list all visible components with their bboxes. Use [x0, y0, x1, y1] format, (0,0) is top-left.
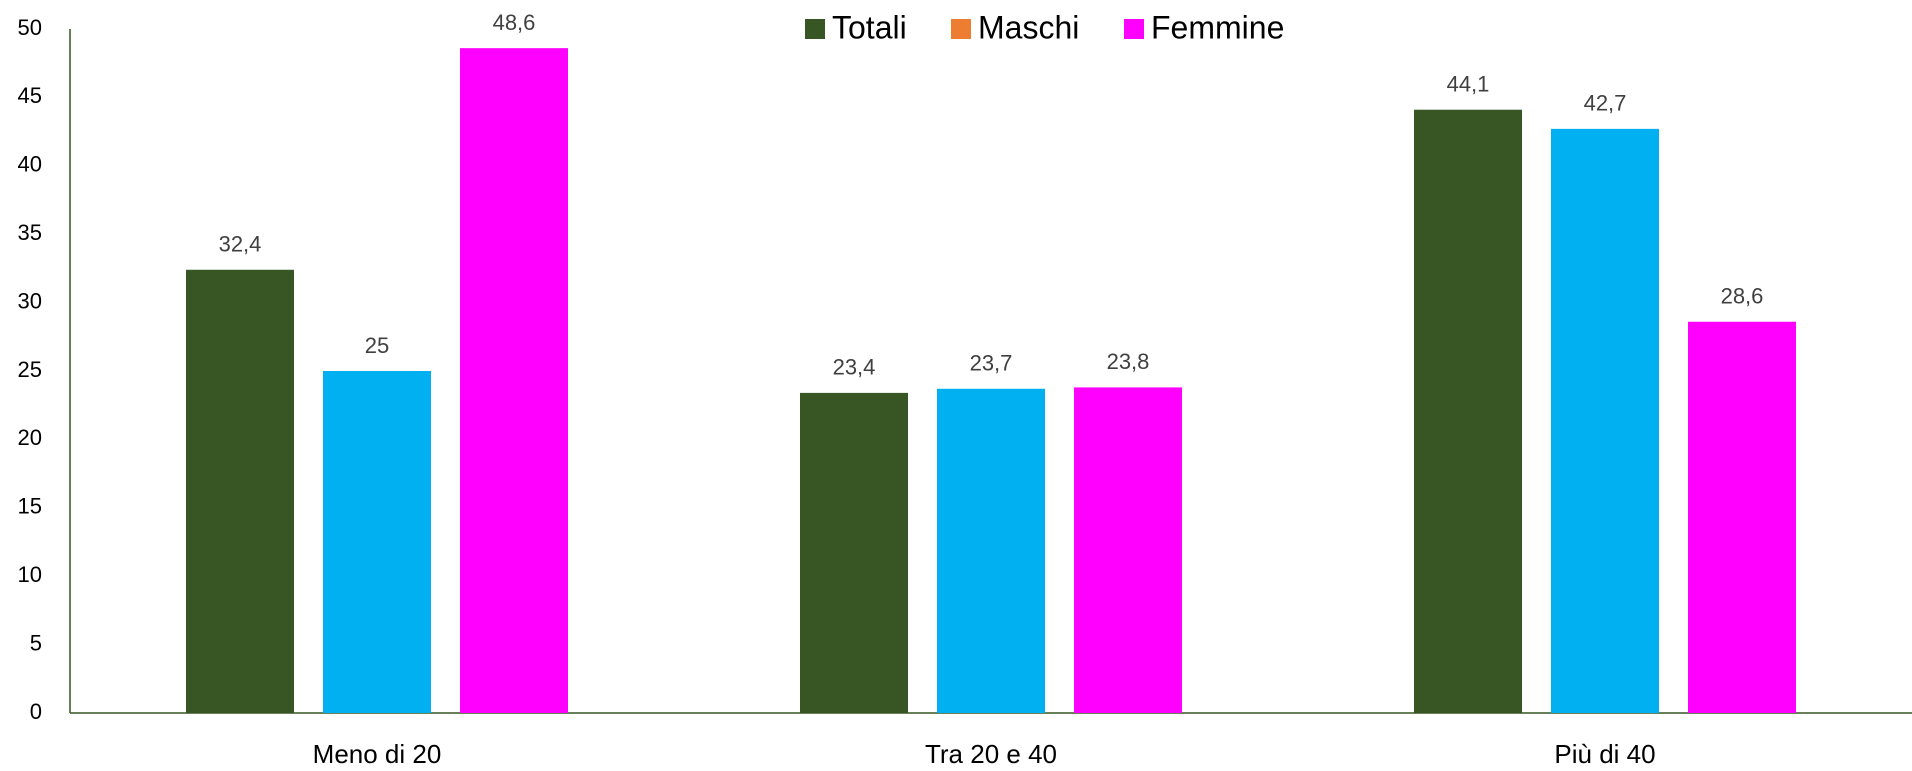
value-label: 25: [365, 333, 389, 358]
legend-swatch: [951, 19, 971, 39]
x-tick-label: Tra 20 e 40: [925, 739, 1057, 769]
y-tick-label: 40: [18, 152, 42, 177]
bar: [1074, 387, 1182, 713]
y-tick-label: 10: [18, 562, 42, 587]
bar: [937, 388, 1045, 713]
legend-swatch: [1124, 19, 1144, 39]
x-tick-label: Più di 40: [1554, 739, 1655, 769]
bar: [323, 371, 431, 713]
y-tick-label: 50: [18, 15, 42, 40]
value-label: 28,6: [1721, 284, 1764, 309]
y-tick-label: 30: [18, 288, 42, 313]
x-tick-label: Meno di 20: [313, 739, 442, 769]
value-label: 48,6: [493, 10, 536, 35]
value-label: 42,7: [1584, 91, 1627, 116]
legend-label: Totali: [832, 9, 907, 45]
y-tick-label: 20: [18, 425, 42, 450]
y-tick-label: 25: [18, 357, 42, 382]
y-tick-label: 0: [30, 699, 42, 724]
bar: [800, 392, 908, 713]
legend-swatch: [805, 19, 825, 39]
value-label: 32,4: [219, 232, 262, 257]
legend-label: Femmine: [1151, 9, 1284, 45]
y-tick-label: 5: [30, 630, 42, 655]
y-tick-label: 35: [18, 220, 42, 245]
value-label: 23,4: [833, 355, 876, 380]
value-label: 23,8: [1107, 349, 1150, 374]
bar: [1551, 128, 1659, 713]
y-tick-label: 45: [18, 83, 42, 108]
bar: [1414, 109, 1522, 714]
bar: [186, 269, 294, 713]
y-tick-label: 15: [18, 494, 42, 519]
value-label: 44,1: [1447, 72, 1490, 97]
bar: [460, 48, 568, 714]
bar: [1688, 321, 1796, 713]
legend-label: Maschi: [978, 9, 1079, 45]
value-label: 23,7: [970, 351, 1013, 376]
